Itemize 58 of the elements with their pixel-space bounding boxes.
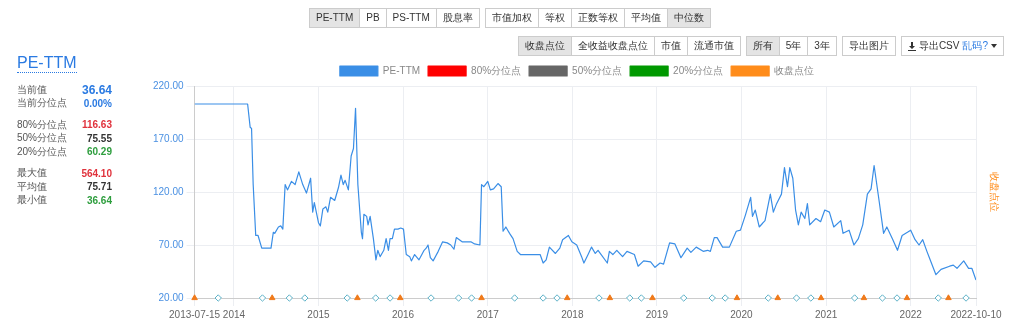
- legend-label: PE-TTM: [382, 64, 421, 76]
- text: 股息率: [435, 8, 480, 28]
- text: 收盘点位: [517, 36, 572, 56]
- x-tick-label: 2013-07-15: [169, 308, 221, 320]
- text: 中位数: [666, 8, 711, 28]
- text: 乱码?: [962, 40, 988, 52]
- text: 564.10: [81, 167, 112, 179]
- text: 50%分位点: [17, 131, 68, 146]
- text: 80%分位点: [17, 117, 68, 132]
- legend-label: 50%分位点: [572, 64, 623, 76]
- text: 所有: [745, 36, 780, 56]
- text: 最大值: [17, 166, 47, 181]
- x-tick-label: 2022-10-10: [950, 308, 1003, 320]
- y-tick-label: 170.00: [152, 132, 185, 144]
- x-tick-label: 2016: [391, 308, 415, 320]
- text: 最小值: [17, 193, 47, 208]
- text: 3年: [807, 36, 837, 56]
- y2-axis-title: 收盘点位: [989, 172, 1001, 212]
- x-tick-label: 2017: [476, 308, 500, 320]
- text: 5年: [778, 36, 809, 56]
- text: 导出图片: [841, 36, 896, 56]
- x-tick-label: 2020: [730, 308, 753, 320]
- text: 20%分位点: [17, 144, 68, 159]
- text: 36.64: [86, 194, 112, 206]
- text: PB: [359, 8, 387, 28]
- text: 平均值: [623, 8, 668, 28]
- x-tick-label: 2021: [815, 308, 838, 320]
- text: 75.71: [86, 181, 112, 193]
- text: 市值: [653, 36, 688, 56]
- text: 116.63: [81, 119, 112, 131]
- x-tick-label: 2019: [645, 308, 669, 320]
- legend-label: 80%分位点: [471, 64, 522, 76]
- x-tick-label: 2022: [899, 308, 923, 320]
- y-tick-label: 120.00: [152, 185, 185, 197]
- x-tick-label: 2018: [561, 308, 584, 320]
- text: PE-TTM: [309, 8, 361, 28]
- y-tick-label: 220.00: [152, 79, 185, 91]
- text: 0.00%: [83, 97, 112, 109]
- legend-label: 收盘点位: [774, 64, 815, 76]
- text: 60.29: [86, 146, 112, 158]
- text: 导出CSV: [918, 40, 960, 52]
- text: 36.64: [81, 82, 112, 97]
- text: 平均值: [17, 179, 47, 194]
- y-tick-label: 70.00: [158, 238, 185, 250]
- text: PE-TTM: [17, 54, 77, 73]
- text: 正数等权: [570, 8, 625, 28]
- text: 当前分位点: [17, 96, 67, 111]
- text: 当前值: [17, 82, 47, 97]
- text: 75.55: [86, 132, 112, 144]
- x-tick-label: 2015: [307, 308, 331, 320]
- y-tick-label: 20.00: [158, 291, 185, 303]
- text: 市值加权: [484, 8, 539, 28]
- text: PS-TTM: [385, 8, 437, 28]
- text: 流通市值: [686, 36, 741, 56]
- text: 等权: [537, 8, 572, 28]
- legend-label: 20%分位点: [673, 64, 724, 76]
- text: 全收益收盘点位: [570, 36, 655, 56]
- x-tick-label: 2014: [222, 308, 246, 320]
